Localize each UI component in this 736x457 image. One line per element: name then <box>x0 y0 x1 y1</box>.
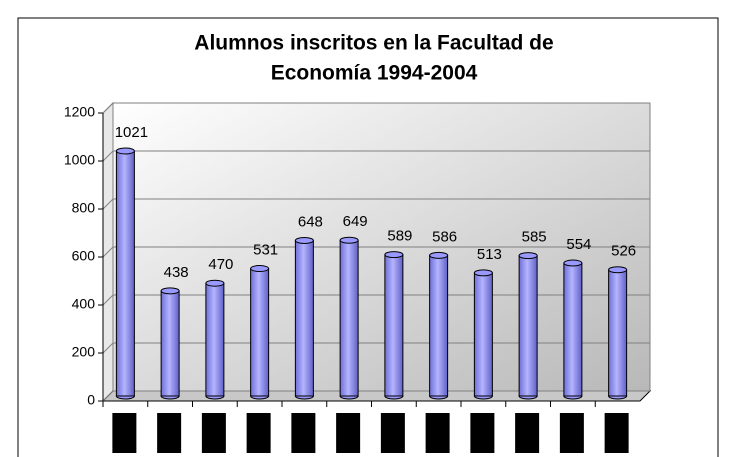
data-label: 470 <box>208 256 233 273</box>
grid-line <box>102 342 114 354</box>
data-label: 589 <box>387 228 412 245</box>
bar-part <box>473 272 493 397</box>
y-tick-label: 600 <box>72 248 96 264</box>
bar <box>608 266 628 400</box>
bar <box>339 236 359 400</box>
bar-part <box>608 266 628 274</box>
x-tick-label <box>559 413 584 453</box>
bar-part <box>205 279 225 287</box>
grid-line <box>102 198 114 210</box>
bar <box>429 251 449 400</box>
bar <box>563 259 583 400</box>
x-tick-label <box>515 413 540 453</box>
grid-line <box>102 294 114 306</box>
bar <box>473 269 493 400</box>
bar-part <box>608 269 628 397</box>
bar-part <box>339 239 359 397</box>
x-tick-label <box>201 413 226 453</box>
data-label: 554 <box>566 236 591 253</box>
x-tick-label <box>157 413 182 453</box>
bar-part <box>473 269 493 277</box>
bar-part <box>294 239 314 397</box>
data-label: 1021 <box>115 124 148 141</box>
data-label: 648 <box>298 213 323 230</box>
data-label: 438 <box>164 264 189 281</box>
bar-part <box>518 252 538 260</box>
x-tick-label <box>470 413 495 453</box>
y-tick-label: 0 <box>87 392 95 408</box>
chart-title: Alumnos inscritos en la Facultad de <box>194 32 553 55</box>
x-tick-label <box>380 413 405 453</box>
grid-line <box>102 102 114 114</box>
bar-part <box>518 255 538 397</box>
bar <box>294 236 314 400</box>
bar-part <box>339 236 359 244</box>
bar <box>518 252 538 400</box>
bar <box>115 147 135 400</box>
x-tick-label <box>246 413 271 453</box>
bar <box>205 279 225 400</box>
data-label: 526 <box>611 243 636 260</box>
bar-part <box>563 262 583 397</box>
bar-part <box>429 254 449 397</box>
bar <box>250 265 270 400</box>
bar <box>384 251 404 400</box>
bar-part <box>115 150 135 397</box>
x-tick-label <box>604 413 629 453</box>
bar-part <box>384 254 404 397</box>
grid-line <box>102 150 114 162</box>
x-tick-label <box>425 413 450 453</box>
bar-part <box>160 287 180 295</box>
y-tick-label: 800 <box>72 200 96 216</box>
y-tick-label: 1200 <box>64 104 95 120</box>
data-label: 531 <box>253 242 278 259</box>
y-tick-label: 1000 <box>64 152 95 168</box>
bar-part <box>160 290 180 397</box>
bar-part <box>294 236 314 244</box>
y-tick-label: 200 <box>72 344 96 360</box>
bar-part <box>115 147 135 155</box>
grid-line <box>102 390 114 402</box>
bar-part <box>429 251 449 259</box>
bar-part <box>205 282 225 397</box>
chart-title: Economía 1994-2004 <box>271 62 478 85</box>
data-label: 585 <box>522 229 547 246</box>
bar <box>160 287 180 400</box>
grid-line <box>102 246 114 258</box>
x-tick-label <box>336 413 361 453</box>
bar-part <box>563 259 583 267</box>
bar-part <box>250 265 270 273</box>
bar-part <box>250 268 270 397</box>
x-tick-label <box>291 413 316 453</box>
data-label: 586 <box>432 228 457 245</box>
x-tick-label <box>112 413 137 453</box>
data-label: 513 <box>477 246 502 263</box>
bar-part <box>384 251 404 259</box>
data-label: 649 <box>343 213 368 230</box>
y-tick-label: 400 <box>72 296 96 312</box>
